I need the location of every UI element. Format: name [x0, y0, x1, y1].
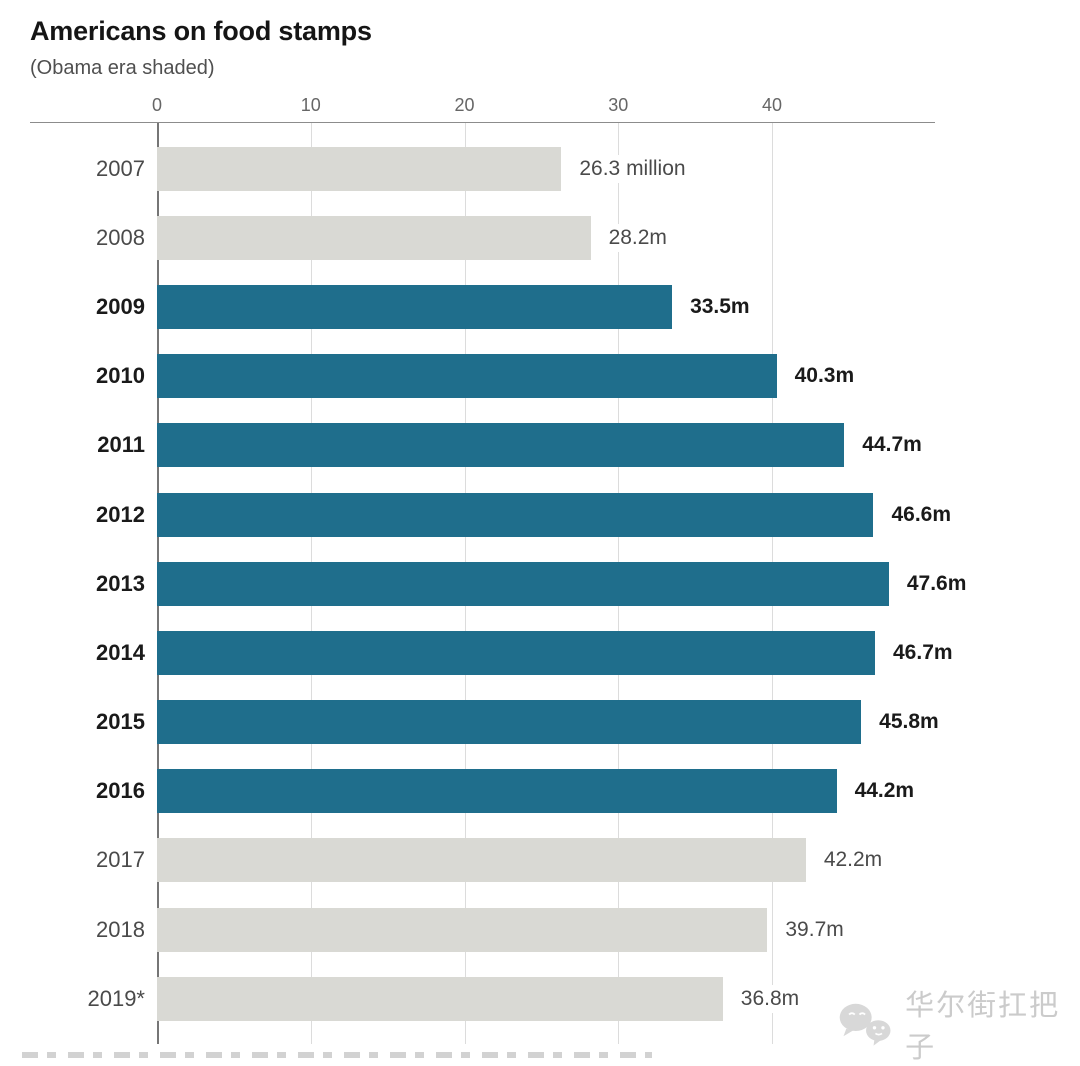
- wechat-bubbles-icon: [839, 1003, 891, 1046]
- bar: [157, 838, 806, 883]
- year-label: 2013: [96, 570, 145, 596]
- value-label: 46.7m: [890, 638, 956, 667]
- bar: [157, 561, 889, 606]
- bar: [157, 630, 875, 675]
- year-label: 2012: [96, 501, 145, 527]
- year-label: 2015: [96, 709, 145, 735]
- value-label: 42.2m: [820, 846, 886, 875]
- bar: [157, 354, 777, 399]
- tick-label: 40: [761, 95, 783, 115]
- bar-row-2013: 2013 47.6m: [30, 549, 970, 618]
- watermark-text: 华尔街扛把子: [905, 990, 1061, 1064]
- year-label: 2011: [97, 432, 145, 458]
- bar: [157, 492, 874, 537]
- bar: [157, 700, 862, 745]
- watermark: 华尔街扛把子: [835, 982, 1080, 1066]
- food-stamps-bar-chart: Americans on food stamps (Obama era shad…: [30, 16, 1050, 1044]
- bar-row-2015: 2015 45.8m: [30, 688, 942, 757]
- bar-rows: 2007 26.3 million 2008 28.2m 2009 33.5m 2010 40…: [30, 123, 970, 1033]
- chart-title: Americans on food stamps: [30, 16, 372, 46]
- bar: [157, 146, 562, 191]
- value-label: 39.7m: [782, 915, 847, 944]
- bar-row-2009: 2009 33.5m: [30, 272, 935, 341]
- year-label: 2008: [96, 224, 145, 250]
- value-label: 44.7m: [859, 431, 925, 460]
- clipped-source-text-fragment: [22, 1052, 652, 1058]
- bar-row-2010: 2010 40.3m: [30, 342, 935, 411]
- value-label: 45.8m: [876, 708, 942, 737]
- x-axis-line: [30, 122, 935, 123]
- year-label: 2018: [96, 916, 145, 942]
- bar: [157, 423, 845, 468]
- bar-row-2014: 2014 46.7m: [30, 618, 956, 687]
- year-label: 2016: [96, 778, 145, 804]
- year-label: 2010: [96, 363, 145, 389]
- year-label: 2007: [96, 155, 145, 181]
- year-label: 2017: [96, 847, 145, 873]
- bar-row-2011: 2011 44.7m: [30, 411, 935, 480]
- value-label: 33.5m: [687, 292, 753, 321]
- bar: [157, 976, 723, 1021]
- bar-row-2007: 2007 26.3 million: [30, 134, 935, 203]
- bar-row-2018: 2018 39.7m: [30, 895, 935, 964]
- value-label: 47.6m: [903, 569, 970, 598]
- bar-row-2016: 2016 44.2m: [30, 757, 935, 826]
- value-label: 46.6m: [888, 500, 955, 529]
- value-label: 36.8m: [737, 984, 803, 1013]
- bar: [157, 284, 673, 329]
- bar: [157, 769, 837, 814]
- tick-label: 20: [454, 95, 475, 115]
- plot-area: 2007 26.3 million 2008 28.2m 2009 33.5m 2010 40…: [30, 123, 970, 1044]
- chart-subtitle: (Obama era shaded): [30, 57, 215, 79]
- value-label: 40.3m: [791, 362, 858, 391]
- tick-label: 30: [608, 95, 629, 115]
- year-label: 2019*: [87, 985, 145, 1011]
- bar-row-2019: 2019* 36.8m: [30, 964, 935, 1033]
- value-label: 28.2m: [605, 223, 670, 252]
- tick-label: 10: [300, 95, 321, 115]
- value-label: 44.2m: [851, 777, 918, 806]
- bar-row-2017: 2017 42.2m: [30, 826, 935, 895]
- bar-row-2012: 2012 46.6m: [30, 480, 955, 549]
- x-axis-tick-labels: 0 10 20 30 40: [30, 80, 935, 122]
- bar-row-2008: 2008 28.2m: [30, 203, 935, 272]
- value-label: 26.3 million: [576, 154, 689, 183]
- year-label: 2009: [96, 293, 145, 319]
- bar: [157, 907, 768, 952]
- tick-label: 0: [151, 95, 163, 115]
- bar: [157, 215, 591, 260]
- year-label: 2014: [96, 639, 145, 665]
